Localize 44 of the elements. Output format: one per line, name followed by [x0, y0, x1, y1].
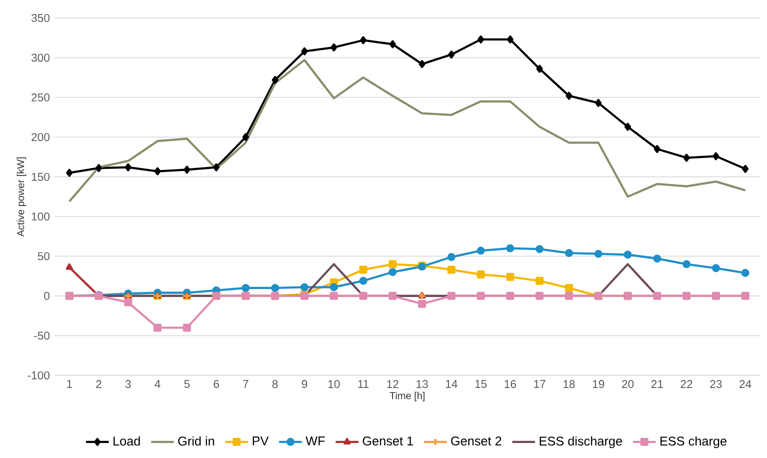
- y-tick-label: 250: [32, 93, 50, 102]
- y-tick-label: 50: [38, 252, 50, 260]
- x-tick-label: 6: [214, 380, 219, 388]
- x-tick-label: 21: [651, 380, 663, 388]
- x-tick-label: 16: [504, 380, 516, 388]
- legend-label: Genset 2: [451, 436, 502, 446]
- y-tick-label: 150: [32, 172, 50, 181]
- legend-label: Load: [114, 436, 140, 446]
- x-tick-label: 4: [154, 380, 160, 388]
- x-tick-label: 11: [358, 380, 369, 388]
- y-tick-label: -100: [28, 371, 50, 380]
- x-axis-title: Time [h]: [390, 392, 424, 402]
- legend-label: WF: [306, 436, 325, 446]
- x-tick-label: 1: [67, 380, 72, 388]
- legend-label: PV: [252, 436, 269, 446]
- legend-label: Grid in: [178, 436, 214, 446]
- y-axis-title: Active power [kW]: [16, 157, 26, 237]
- x-tick-label: 5: [184, 380, 190, 388]
- x-tick-label: 12: [387, 380, 398, 388]
- x-tick-label: 23: [710, 380, 722, 388]
- x-tick-label: 8: [272, 380, 278, 388]
- legend-label: ESS charge: [660, 436, 726, 448]
- x-tick-label: 2: [96, 380, 102, 388]
- y-tick-label: 350: [31, 14, 50, 22]
- legend-label: Genset 1: [362, 436, 413, 446]
- x-tick-label: 22: [680, 380, 692, 388]
- y-tick-label: 200: [32, 133, 50, 142]
- x-tick-label: 18: [564, 380, 575, 388]
- y-tick-label: 0: [44, 292, 50, 300]
- x-tick-label: 7: [243, 380, 248, 388]
- y-tick-label: 100: [32, 212, 50, 221]
- y-tick-label: 300: [31, 54, 50, 62]
- x-tick-label: 13: [416, 380, 428, 388]
- x-tick-label: 24: [740, 380, 752, 388]
- x-tick-label: 20: [622, 380, 634, 388]
- x-tick-label: 19: [592, 380, 604, 388]
- y-tick-label: -50: [34, 332, 50, 340]
- x-tick-label: 9: [302, 380, 308, 388]
- legend-label: ESS discharge: [540, 436, 622, 448]
- x-tick-label: 10: [328, 380, 340, 388]
- x-tick-label: 17: [534, 380, 546, 388]
- x-tick-label: 14: [446, 380, 458, 388]
- x-tick-label: 3: [125, 380, 131, 388]
- x-tick-label: 15: [475, 380, 487, 388]
